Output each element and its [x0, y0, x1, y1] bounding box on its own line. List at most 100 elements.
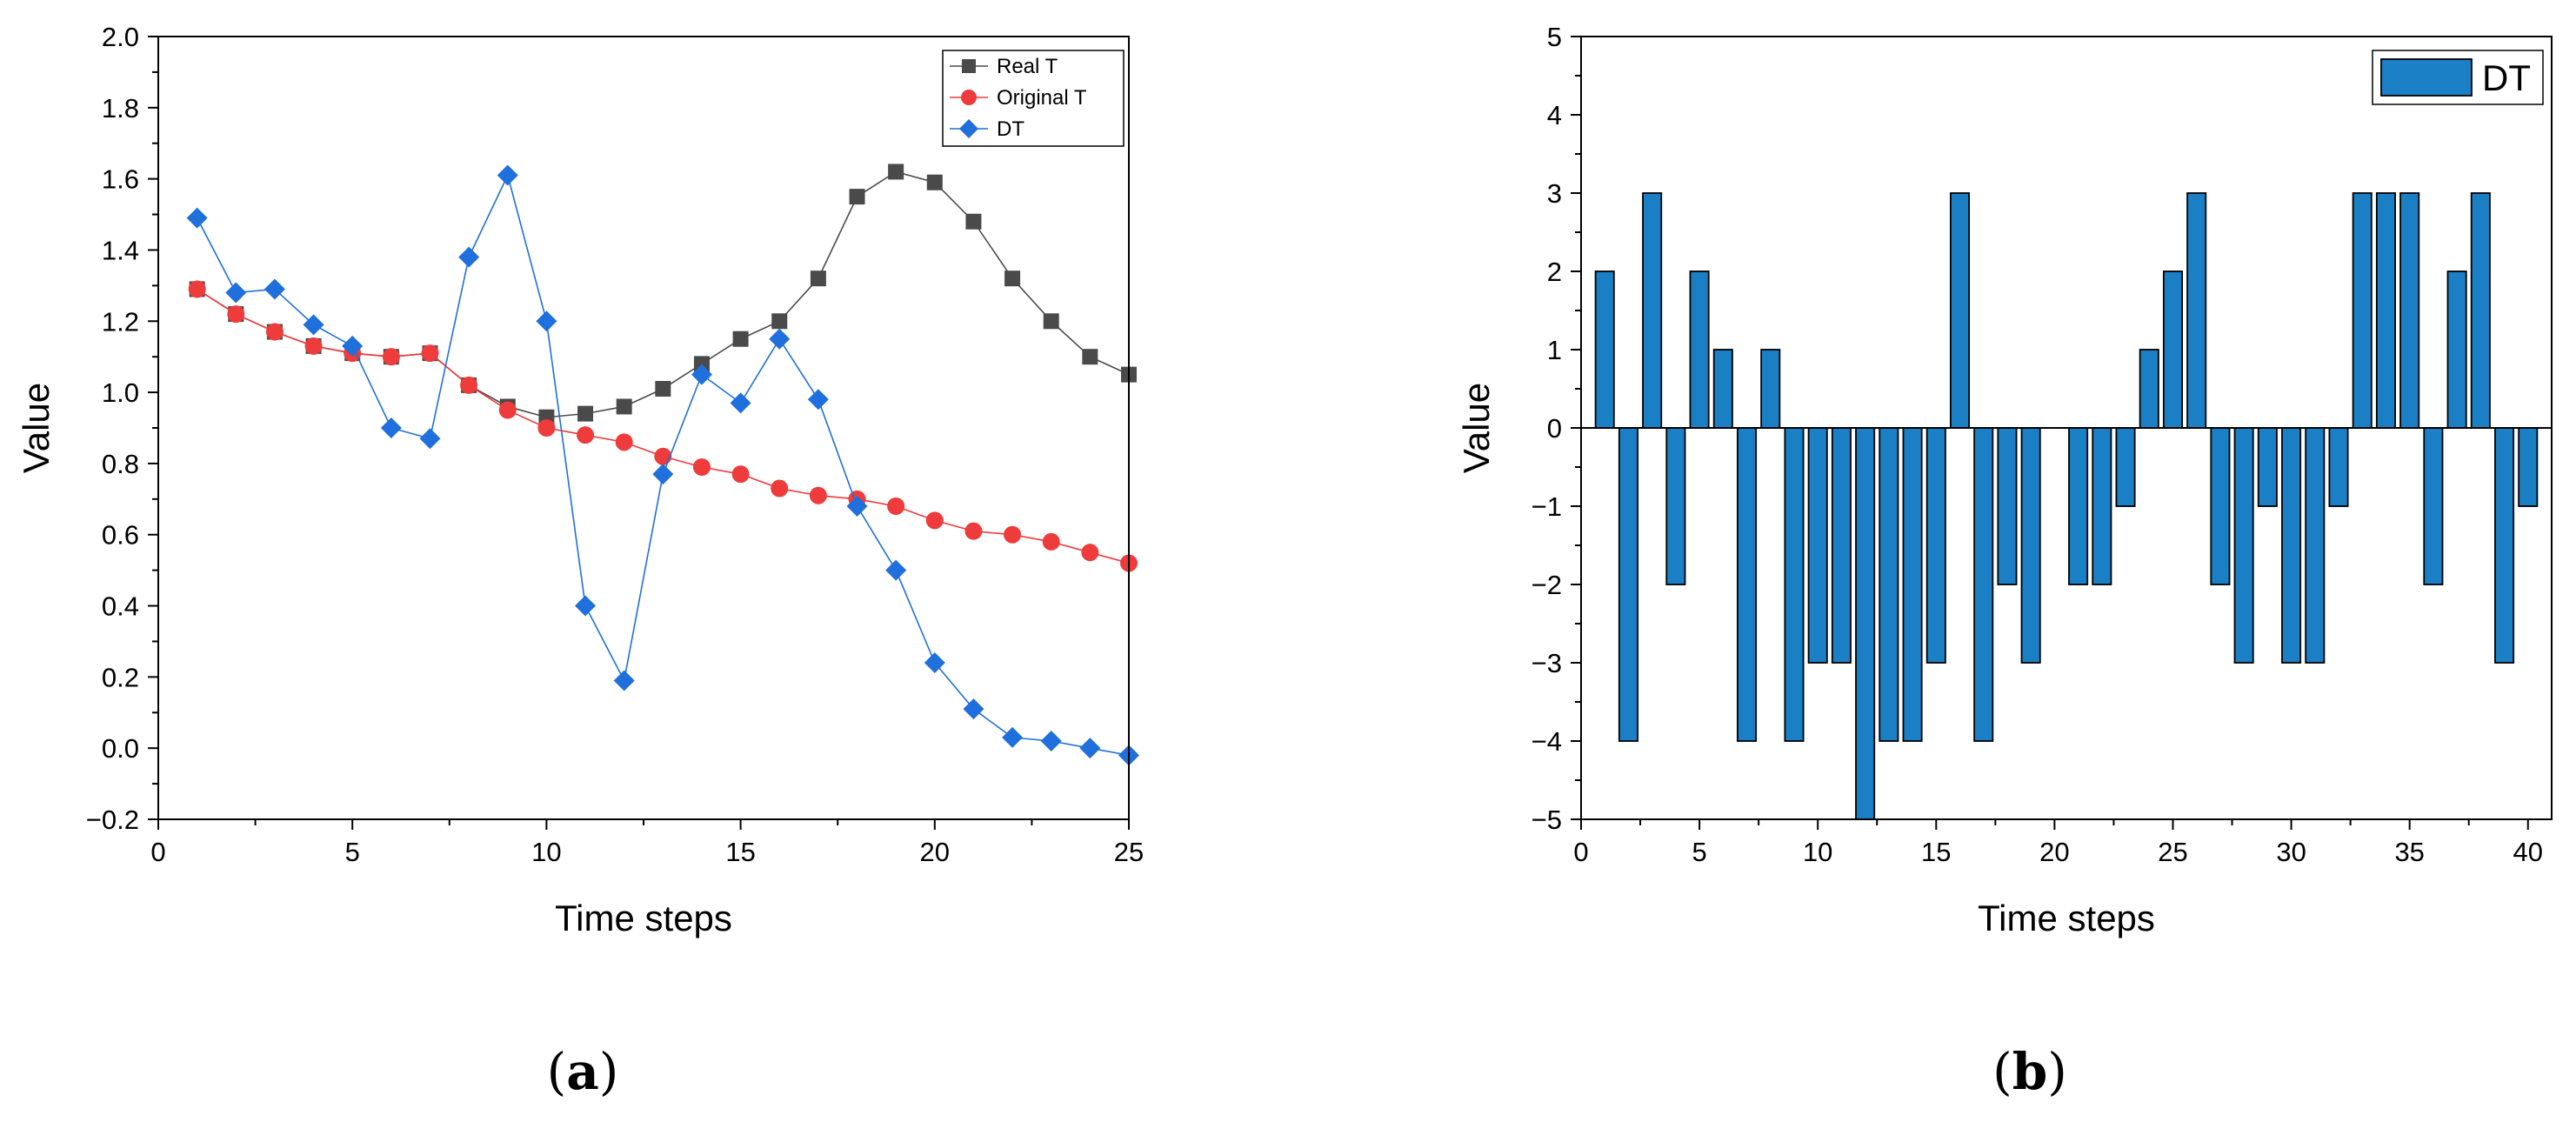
panel-a-data-point [888, 164, 904, 180]
panel-a-data-point [421, 344, 439, 363]
panel-a-y-tick-label: 0.6 [102, 520, 139, 551]
panel-a-data-point [652, 464, 674, 485]
panel-b-y-tick-label: −3 [1532, 648, 1562, 678]
panel-a-data-point [188, 280, 206, 298]
panel-b-bar [2281, 427, 2302, 664]
panel-b-legend: DT [2372, 50, 2544, 105]
panel-a-data-point [809, 486, 827, 504]
panel-a-data-point [460, 376, 478, 394]
panel-a-data-point [771, 479, 789, 498]
panel-b-y-tick-label: −1 [1532, 491, 1562, 522]
panel-b-x-tick-label: 35 [2394, 837, 2424, 867]
panel-b-bar [2020, 427, 2041, 664]
panel-b-bar [1642, 192, 1663, 429]
panel-a-line-chart: 0 5 10 15 20 25 −0.2 0.0 0.2 0.4 0.6 0.8 1.0 1.2 1.4 1.… [16, 22, 1144, 938]
panel-b-legend-label: DT [2482, 57, 2531, 98]
panel-b-bar [2494, 427, 2515, 664]
panel-a-data-point [1040, 731, 1062, 751]
panel-a-data-point [186, 207, 208, 229]
panel-b-bar [2470, 192, 2491, 429]
panel-b-plot-frame [1580, 36, 2553, 820]
panel-a-data-point [536, 311, 557, 332]
panel-b-bar [2305, 427, 2326, 664]
panel-b-bar [2375, 192, 2396, 429]
panel-a-legend-marker [961, 90, 977, 105]
panel-b-bar [1689, 270, 1710, 429]
panel-a-legend: Real T Original T DT [942, 50, 1124, 147]
panel-a-data-point [613, 670, 635, 691]
panel-a-data-point [693, 356, 710, 372]
panel-b-bar [1784, 427, 1805, 742]
panel-a-y-tick-label: 0.0 [102, 733, 139, 764]
panel-b-bar [1973, 427, 1994, 742]
panel-b-x-tick-label: 30 [2276, 837, 2306, 867]
panel-a-data-point [965, 213, 982, 230]
panel-b-x-tick-label: 20 [2039, 837, 2069, 867]
panel-b-bar [1902, 427, 1923, 742]
panel-b-bar [2115, 427, 2136, 507]
panel-a-legend-label: Original T [997, 86, 1087, 110]
panel-b-bar [1594, 270, 1615, 429]
panel-a-legend-label: DT [997, 117, 1024, 141]
panel-a-y-axis-title: Value [16, 383, 57, 473]
panel-b-bar [2257, 427, 2278, 507]
panel-a-data-point [1004, 270, 1021, 287]
panel-a-y-tick-label: 0.8 [102, 449, 139, 479]
panel-a-series [186, 164, 1139, 766]
panel-b-y-tick-label: 0 [1547, 413, 1562, 444]
panel-b-caption-label: (b) [1992, 1042, 2067, 1101]
panel-a-series-real-t [189, 164, 1137, 425]
panel-a-data-point [304, 337, 323, 355]
panel-a-x-tick-label: 0 [150, 837, 165, 867]
panel-a-y-tick-label: 1.4 [102, 235, 139, 265]
panel-a-y-tick-label: 1.0 [102, 377, 139, 408]
panel-b-y-tick-label: 4 [1547, 100, 1562, 130]
panel-b-bar [2186, 192, 2207, 429]
panel-a-y-tick-label: 2.0 [102, 22, 139, 52]
panel-a-data-point [849, 189, 865, 205]
panel-b-bar [2210, 427, 2231, 585]
panel-a-caption-label: (a) [547, 1042, 619, 1101]
panel-b-bar-chart: 0 5 10 15 20 25 30 35 40 −5 −4 −3 −2 −1 0 1 2 3 4 5 Time st… [1456, 22, 2553, 938]
panel-a-data-point [730, 392, 751, 414]
panel-b-y-tick-label: 5 [1547, 22, 1562, 52]
panel-a-y-tick-label: 1.2 [102, 306, 139, 337]
panel-a-x-tick-label: 10 [531, 837, 561, 867]
panel-a-data-point [615, 433, 633, 451]
panel-b-y-tick-label: 1 [1547, 335, 1562, 365]
panel-a-data-point [810, 270, 826, 287]
panel-a-data-point [264, 278, 285, 300]
panel-a-data-point [537, 419, 556, 437]
panel-a-data-point [498, 401, 517, 419]
panel-a-data-point [926, 174, 943, 190]
panel-b-bar [1831, 427, 1852, 664]
panel-b-bar [2518, 427, 2539, 507]
panel-b-x-axis-title: Time steps [1978, 898, 2155, 938]
panel-a-data-point [419, 428, 441, 450]
panel-b-bar [2446, 270, 2467, 429]
panel-b-y-tick-label: 2 [1547, 257, 1562, 287]
panel-a-legend-marker [959, 119, 978, 138]
panel-a-data-point [1043, 313, 1059, 330]
panel-a-x-tick-label: 5 [345, 837, 360, 867]
panel-b-bar [2092, 427, 2112, 585]
panel-a-data-point [771, 313, 788, 330]
panel-a-data-point [265, 323, 284, 341]
panel-a-data-point [807, 389, 829, 411]
panel-a-legend-marker [962, 59, 976, 73]
panel-b-bar [1997, 427, 2018, 585]
panel-a-data-point [303, 314, 324, 336]
panel-a-data-point [655, 381, 671, 397]
panel-b-x-tick-label: 15 [1921, 837, 1951, 867]
panel-a-data-point [1002, 726, 1024, 748]
panel-a-series-line [197, 288, 1130, 564]
panel-b-bar [1712, 349, 1733, 429]
panel-b-legend-swatch [2380, 58, 2473, 97]
panel-b-x-tick-label: 25 [2158, 837, 2187, 867]
panel-a-data-point [577, 426, 595, 444]
panel-a-data-point [887, 498, 905, 515]
panel-a-data-point [925, 511, 944, 530]
panel-b-bar [1760, 349, 1781, 429]
panel-a-data-point [577, 405, 594, 422]
